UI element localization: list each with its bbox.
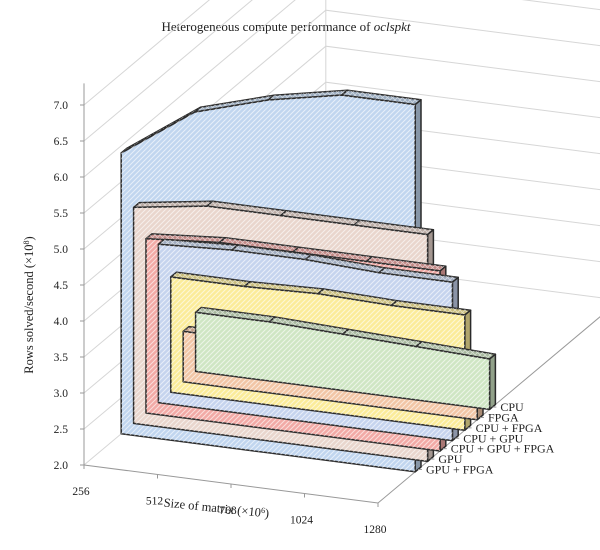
ribbon-top-texture: [195, 307, 275, 322]
y-tick-label: 6.0: [54, 172, 69, 184]
ribbon-top-texture: [268, 90, 348, 100]
ribbon-top-texture: [194, 95, 274, 113]
series-ribbons: [120, 89, 497, 473]
series-label: CPU + FPGA: [476, 421, 543, 435]
ribbon-top-texture: [231, 245, 312, 260]
ribbon-top-texture: [366, 256, 446, 271]
ribbon-top-texture: [280, 210, 360, 226]
x-tick-label: 1280: [364, 524, 387, 536]
ribbon-top-texture: [342, 329, 422, 347]
ribbon-top-texture: [354, 220, 434, 235]
series-label: FPGA: [488, 410, 519, 424]
series-cpu: [194, 306, 497, 411]
x-tick-label: 1024: [290, 515, 313, 527]
ribbon-top-texture: [378, 267, 459, 283]
series-label: CPU + GPU + FPGA: [451, 442, 555, 456]
ribbon-end-cap: [488, 353, 497, 411]
y-tick-label: 3.0: [54, 388, 69, 400]
y-tick-label: 4.0: [54, 316, 69, 328]
ribbon-top-texture: [269, 317, 349, 335]
ribbon-top-texture: [317, 289, 398, 306]
ribbon-top-texture: [219, 237, 299, 252]
y-tick-label: 2.5: [54, 424, 69, 436]
y-tick-labels: 2.0 2.5 3.0 3.5 4.0 4.5 5.0 5.5 6.0 6.5 7.0: [54, 100, 84, 472]
series-label: GPU: [438, 452, 462, 466]
ribbon-top-texture: [341, 90, 421, 105]
ribbon-top-texture: [146, 233, 226, 243]
x-tick-label: 256: [72, 486, 90, 498]
ribbon-top-texture: [158, 239, 238, 251]
y-tick-label: 2.0: [54, 460, 69, 472]
ribbon-top-texture: [391, 300, 471, 315]
chart-title: Heterogeneous compute performance of ocl…: [161, 19, 410, 34]
y-axis-label: Rows solved/second (×108): [22, 236, 37, 373]
ribbon-top-texture: [170, 272, 251, 287]
ribbon-top-texture: [305, 254, 385, 273]
gridline: [83, 0, 600, 178]
y-tick-label: 3.5: [54, 352, 69, 364]
y-tick-label: 4.5: [54, 280, 69, 292]
series-label: CPU: [500, 400, 524, 414]
ribbon-top-texture: [207, 201, 287, 216]
series-label: GPU + FPGA: [426, 462, 494, 476]
ribbon-top-texture: [244, 281, 324, 294]
x-tick-label: 768: [219, 505, 237, 517]
series-label: CPU + GPU: [463, 431, 523, 445]
x-tick-label: 512: [146, 496, 164, 508]
x-tick-labels: 256 512 768 1024 1280: [72, 465, 387, 536]
x-axis-label: Size of matrix (×106): [163, 495, 270, 520]
ribbon-top-texture: [293, 247, 373, 262]
ribbon-top-texture: [416, 341, 496, 359]
gridline: [83, 0, 253, 142]
y-tick-label: 7.0: [54, 100, 69, 112]
gridline: [83, 0, 210, 106]
y-tick-label: 5.5: [54, 208, 69, 220]
y-tick-label: 5.0: [54, 244, 69, 256]
y-tick-label: 6.5: [54, 136, 69, 148]
ribbon-front-texture: [195, 312, 490, 410]
